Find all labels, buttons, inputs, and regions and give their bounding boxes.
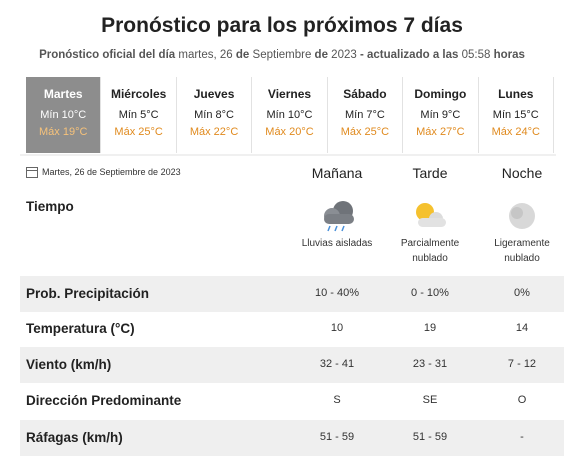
day-tab[interactable]: Sábado Mín 7°C Máx 25°C (328, 77, 404, 153)
subtitle-part: Septiembre (252, 49, 312, 61)
row-value: S (333, 394, 341, 406)
subtitle-part: de (314, 49, 328, 61)
day-min: Mín 8°C (194, 109, 234, 121)
day-min: Mín 9°C (420, 109, 461, 121)
day-max: Máx 25°C (340, 126, 390, 138)
rain-cloud-icon (324, 201, 354, 232)
subtitle-part: de (235, 49, 250, 61)
day-tab[interactable]: Martes Mín 10°C Máx 19°C (26, 77, 102, 153)
row-value: SE (422, 394, 438, 406)
weather-desc: Lluvias aisladas (301, 238, 373, 249)
day-max: Máx 19°C (39, 126, 88, 138)
subtitle: Pronóstico oficial del día martes, 26 de… (0, 49, 564, 61)
row-background (20, 420, 564, 456)
day-name: Martes (43, 87, 83, 101)
day-max: Máx 27°C (416, 126, 465, 138)
day-name: Sábado (343, 87, 387, 101)
night-cloud-icon (509, 203, 535, 229)
row-value: 32 - 41 (319, 358, 355, 370)
day-name: Lunes (498, 87, 534, 101)
row-background (20, 347, 564, 383)
row-value: 14 (515, 322, 529, 334)
day-tab[interactable]: Domingo Mín 9°C Máx 27°C (403, 77, 479, 153)
row-value: 0% (514, 287, 530, 299)
subtitle-part: martes, 26 (178, 49, 233, 61)
period-header: Noche (501, 165, 543, 181)
row-value: O (517, 394, 527, 406)
day-tab[interactable]: Viernes Mín 10°C Máx 20°C (252, 77, 328, 153)
row-value: - (520, 431, 524, 443)
row-background (20, 276, 564, 312)
row-value: 7 - 12 (507, 358, 537, 370)
partly-cloudy-icon (416, 203, 446, 227)
day-min: Mín 5°C (118, 109, 159, 121)
row-label: Tiempo (26, 199, 74, 214)
date: Martes, 26 de Septiembre de 2023 (42, 167, 181, 177)
weather-desc: Ligeramente nublado (494, 238, 550, 264)
day-name: Miércoles (110, 87, 167, 101)
row-value: 23 - 31 (412, 358, 448, 370)
row-value: 10 (330, 322, 344, 334)
weather-desc: Parcialmente nublado (400, 238, 460, 264)
day-tab[interactable]: Jueves Mín 8°C Máx 22°C (177, 77, 253, 153)
period-header: Tarde (412, 165, 448, 181)
subtitle-part: Pronóstico oficial del día (39, 49, 176, 61)
day-tab[interactable]: Lunes Mín 15°C Máx 24°C (479, 77, 554, 153)
row-label: Ráfagas (km/h) (26, 430, 123, 445)
day-name: Domingo (414, 87, 467, 101)
title: Pronóstico para los próximos 7 días (101, 14, 463, 37)
day-name: Viernes (267, 87, 312, 101)
subtitle-part: 05:58 (461, 49, 491, 61)
row-label: Temperatura (°C) (26, 321, 135, 336)
subtitle-part: horas (493, 49, 525, 61)
day-max: Máx 25°C (114, 126, 163, 138)
day-min: Mín 10°C (40, 109, 87, 121)
day-max: Máx 24°C (491, 126, 540, 138)
day-name: Jueves (193, 87, 235, 101)
row-value: 0 - 10% (411, 287, 449, 299)
day-min: Mín 10°C (266, 109, 313, 121)
day-max: Máx 20°C (265, 126, 314, 138)
row-value: 51 - 59 (412, 431, 448, 443)
subtitle-part: 2023 (331, 49, 357, 61)
day-tab[interactable]: Miércoles Mín 5°C Máx 25°C (101, 77, 177, 153)
day-min: Mín 7°C (344, 109, 385, 121)
subtitle-part: - actualizado a las (359, 49, 459, 61)
row-value: 51 - 59 (319, 431, 355, 443)
row-label: Viento (km/h) (26, 357, 112, 372)
day-max: Máx 22°C (189, 126, 239, 138)
row-value: 10 - 40% (314, 287, 360, 299)
row-value: 19 (423, 322, 437, 334)
day-min: Mín 15°C (492, 109, 539, 121)
period-header: Mañana (311, 165, 363, 181)
row-label: Dirección Predominante (26, 393, 182, 408)
calendar-icon (26, 167, 38, 178)
row-label: Prob. Precipitación (26, 286, 150, 301)
